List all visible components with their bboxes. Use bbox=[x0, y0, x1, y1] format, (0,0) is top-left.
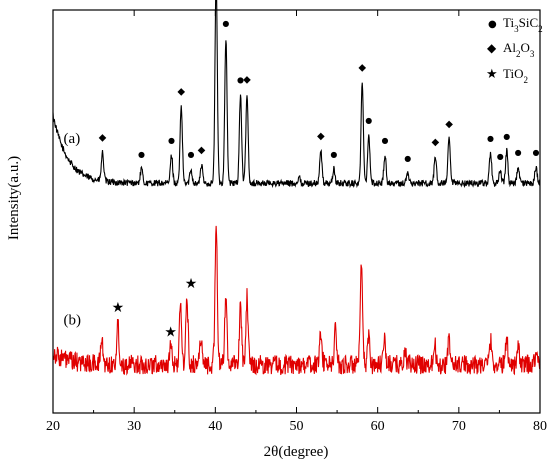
diamond-marker: ◆ bbox=[317, 131, 325, 142]
diamond-icon: ◆ bbox=[487, 41, 497, 55]
x-tick-label: 40 bbox=[208, 419, 222, 434]
star-marker: ★ bbox=[164, 324, 177, 340]
circle-marker: ● bbox=[187, 150, 194, 159]
x-tick-label: 80 bbox=[533, 419, 547, 434]
star-marker: ★ bbox=[112, 300, 125, 316]
circle-marker: ● bbox=[503, 132, 510, 141]
plot-frame bbox=[52, 9, 541, 414]
circle-marker: ● bbox=[168, 136, 175, 145]
diamond-marker: ◆ bbox=[198, 145, 206, 156]
circle-marker: ● bbox=[237, 76, 244, 85]
circle-marker: ● bbox=[365, 116, 372, 125]
diamond-marker: ◆ bbox=[431, 137, 439, 148]
x-tick-label: 70 bbox=[452, 419, 466, 434]
series-line-b bbox=[52, 225, 541, 376]
legend-label: Ti3SiC2 bbox=[503, 15, 543, 34]
legend: ● Ti3SiC2 ◆ Al2O3 ★ TiO2 bbox=[486, 15, 543, 85]
diamond-marker: ◆ bbox=[177, 87, 185, 98]
circle-icon: ● bbox=[488, 19, 497, 30]
diamond-marker: ◆ bbox=[445, 119, 453, 130]
y-axis-title: Intensity(a.u.) bbox=[6, 156, 22, 240]
legend-item-ti3sic2: ● Ti3SiC2 bbox=[488, 15, 543, 34]
x-tick-label: 60 bbox=[371, 419, 385, 434]
series-label: (b) bbox=[64, 312, 82, 328]
diamond-marker: ◆ bbox=[358, 62, 366, 73]
circle-marker: ● bbox=[497, 152, 504, 161]
circle-marker: ● bbox=[330, 150, 337, 159]
star-icon: ★ bbox=[486, 67, 498, 82]
circle-marker: ● bbox=[404, 154, 411, 163]
x-axis-title: 2θ(degree) bbox=[264, 444, 329, 460]
series-label: (a) bbox=[64, 131, 81, 147]
star-marker: ★ bbox=[185, 276, 198, 292]
diamond-marker: ◆ bbox=[99, 133, 107, 144]
x-tick-label: 20 bbox=[46, 419, 60, 434]
series-line-a bbox=[52, 0, 541, 189]
x-tick-label: 50 bbox=[290, 419, 304, 434]
circle-marker: ● bbox=[381, 136, 388, 145]
circle-marker: ● bbox=[222, 19, 229, 28]
x-tick-label: 30 bbox=[127, 419, 141, 434]
legend-item-tio2: ★ TiO2 bbox=[486, 66, 528, 85]
legend-item-al2o3: ◆ Al2O3 bbox=[487, 40, 535, 59]
circle-marker: ● bbox=[532, 148, 539, 157]
circle-marker: ● bbox=[138, 150, 145, 159]
circle-marker: ● bbox=[515, 148, 522, 157]
diamond-marker: ◆ bbox=[243, 75, 251, 86]
legend-label: TiO2 bbox=[503, 66, 528, 85]
plot-area: (a)◆●●◆●◆●●●◆◆●◆●●●◆◆●●●●●(b)★★★20304050… bbox=[46, 0, 547, 434]
circle-marker: ● bbox=[487, 134, 494, 143]
legend-label: Al2O3 bbox=[503, 40, 535, 59]
